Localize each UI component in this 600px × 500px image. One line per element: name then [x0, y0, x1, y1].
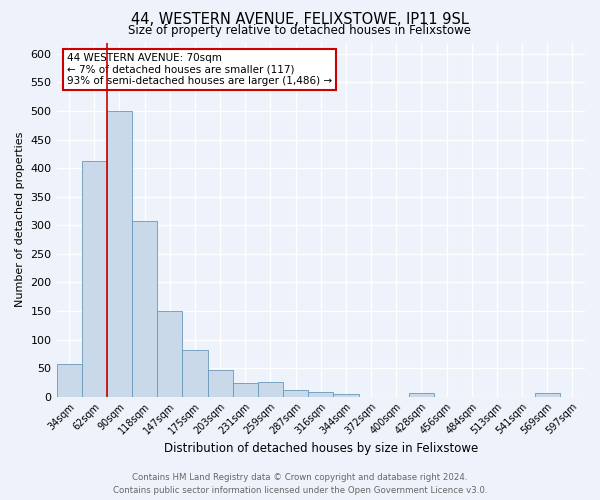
Bar [409, 393, 434, 396]
Text: 44 WESTERN AVENUE: 70sqm
← 7% of detached houses are smaller (117)
93% of semi-d: 44 WESTERN AVENUE: 70sqm ← 7% of detache… [67, 53, 332, 86]
Bar [283, 390, 308, 396]
Text: 44, WESTERN AVENUE, FELIXSTOWE, IP11 9SL: 44, WESTERN AVENUE, FELIXSTOWE, IP11 9SL [131, 12, 469, 28]
Bar [208, 370, 233, 396]
Y-axis label: Number of detached properties: Number of detached properties [15, 132, 25, 308]
Bar [182, 350, 208, 397]
Bar [56, 364, 82, 396]
Bar [535, 393, 560, 396]
Bar [233, 383, 258, 396]
Bar [132, 222, 157, 396]
Bar [157, 311, 182, 396]
X-axis label: Distribution of detached houses by size in Felixstowe: Distribution of detached houses by size … [164, 442, 478, 455]
Bar [258, 382, 283, 396]
Bar [107, 111, 132, 397]
Bar [82, 162, 107, 396]
Text: Contains HM Land Registry data © Crown copyright and database right 2024.
Contai: Contains HM Land Registry data © Crown c… [113, 473, 487, 495]
Text: Size of property relative to detached houses in Felixstowe: Size of property relative to detached ho… [128, 24, 472, 37]
Bar [308, 392, 334, 396]
Bar [334, 394, 359, 396]
